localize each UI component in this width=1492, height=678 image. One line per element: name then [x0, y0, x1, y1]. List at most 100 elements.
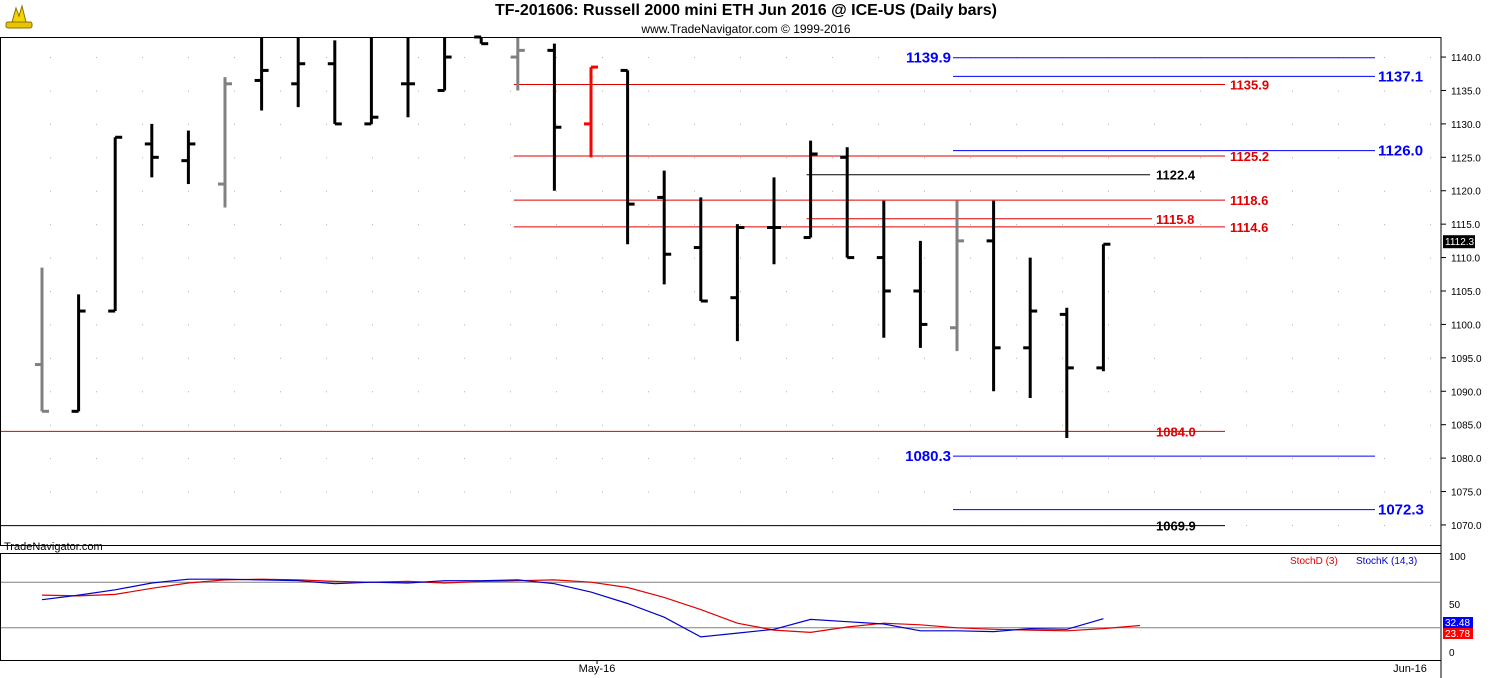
grid-dot — [602, 90, 603, 92]
price-axis: 1070.0 1075.0 1080.0 1085.0 1090.0 1095.0 1100… — [0, 37, 1482, 678]
grid-dot — [648, 491, 649, 493]
grid-dot — [372, 357, 373, 359]
grid-dot — [878, 391, 879, 393]
grid-dot — [1154, 357, 1155, 359]
grid-dot — [510, 57, 511, 59]
last-price-label: 1112.3 — [1445, 237, 1475, 248]
grid-dot — [188, 424, 189, 426]
grid-dot — [648, 424, 649, 426]
grid-dot — [970, 458, 971, 460]
grid-dot — [1430, 224, 1431, 226]
grid-dot — [1292, 257, 1293, 259]
grid-dot — [1062, 224, 1063, 226]
grid-dot — [786, 157, 787, 159]
grid-dot — [924, 491, 925, 493]
grid-dot — [694, 491, 695, 493]
grid-dot — [832, 257, 833, 259]
grid-dot — [1292, 90, 1293, 92]
grid-dot — [464, 291, 465, 292]
grid-dot — [510, 458, 511, 460]
grid-dot — [234, 157, 235, 159]
grid-dot — [96, 57, 97, 59]
grid-dot — [878, 424, 879, 426]
grid-dot — [786, 190, 787, 192]
grid-dot — [832, 123, 833, 125]
grid-dot — [142, 324, 143, 326]
grid-dot — [464, 57, 465, 59]
ohlc-bar — [584, 65, 598, 158]
grid-dot — [1016, 157, 1017, 159]
grid-dot — [602, 190, 603, 192]
grid-dot — [786, 458, 787, 460]
ohlc-bar — [950, 200, 964, 352]
ohlc-bar — [474, 35, 489, 46]
grid-dot — [1108, 357, 1109, 359]
grid-dot — [786, 391, 787, 393]
grid-dot — [1292, 391, 1293, 393]
watermark: TradeNavigator.com — [4, 541, 103, 553]
grid-dot — [1200, 257, 1201, 259]
grid-dot — [1384, 357, 1385, 359]
grid-dot — [1430, 291, 1431, 292]
grid-dot — [188, 324, 189, 326]
level-label: 1069.9 — [1156, 519, 1196, 534]
grid-dot — [648, 224, 649, 226]
grid-dot — [1246, 324, 1247, 326]
price-tick-label: 1130.0 — [1451, 120, 1481, 131]
grid-dot — [740, 123, 741, 125]
grid-dot — [970, 357, 971, 359]
grid-dot — [1430, 90, 1431, 92]
grid-dot — [96, 324, 97, 326]
stoch-panel-frame — [0, 553, 1442, 661]
chart-subtitle: www.TradeNavigator.com © 1999-2016 — [641, 22, 851, 36]
grid-dot — [924, 224, 925, 226]
grid-dot — [924, 90, 925, 92]
level-label: 1122.4 — [1156, 168, 1196, 183]
grid-dot — [1062, 357, 1063, 359]
grid-dot — [1016, 491, 1017, 493]
grid-dot — [234, 458, 235, 460]
grid-dot — [372, 391, 373, 393]
grid-dot — [924, 123, 925, 125]
grid-dot — [648, 391, 649, 393]
grid-dot — [1062, 90, 1063, 92]
grid-dot — [924, 458, 925, 460]
grid-dot — [694, 123, 695, 125]
grid-dot — [50, 391, 51, 393]
grid-dot — [280, 391, 281, 393]
grid-dot — [372, 291, 373, 292]
price-tick-label: 1070.0 — [1451, 521, 1482, 532]
grid-dot — [1246, 424, 1247, 426]
grid-dot — [1108, 123, 1109, 125]
grid-dot — [1292, 123, 1293, 125]
grid-dot — [96, 190, 97, 192]
grid-dot — [1016, 123, 1017, 125]
grid-dot — [786, 424, 787, 426]
grid-dot — [1338, 157, 1339, 159]
grid-dot — [142, 357, 143, 359]
ohlc-bar — [218, 77, 232, 208]
grid-dot — [648, 57, 649, 59]
grid-dot — [188, 391, 189, 393]
grid-dot — [188, 291, 189, 292]
grid-dot — [878, 90, 879, 92]
grid-dot — [50, 357, 51, 359]
grid-dot — [648, 157, 649, 159]
grid-dot — [602, 357, 603, 359]
grid-dot — [464, 90, 465, 92]
price-levels: 1139.9 1137.1 1135.9 1126.0 1125.2 1122.4 1118… — [1, 50, 1424, 534]
grid-dot — [234, 190, 235, 192]
grid-dot — [142, 391, 143, 393]
grid-dot — [1108, 157, 1109, 159]
ohlc-bar — [840, 147, 855, 260]
grid-dot — [924, 424, 925, 426]
ohlc-bar — [693, 197, 708, 303]
grid-dot — [1108, 224, 1109, 226]
grid-dot — [1200, 391, 1201, 393]
grid-dot — [418, 491, 419, 493]
grid-dot — [50, 324, 51, 326]
grid-dot — [556, 224, 557, 226]
grid-dot — [1384, 458, 1385, 460]
grid-dot — [1200, 324, 1201, 326]
grid-dot — [970, 123, 971, 125]
